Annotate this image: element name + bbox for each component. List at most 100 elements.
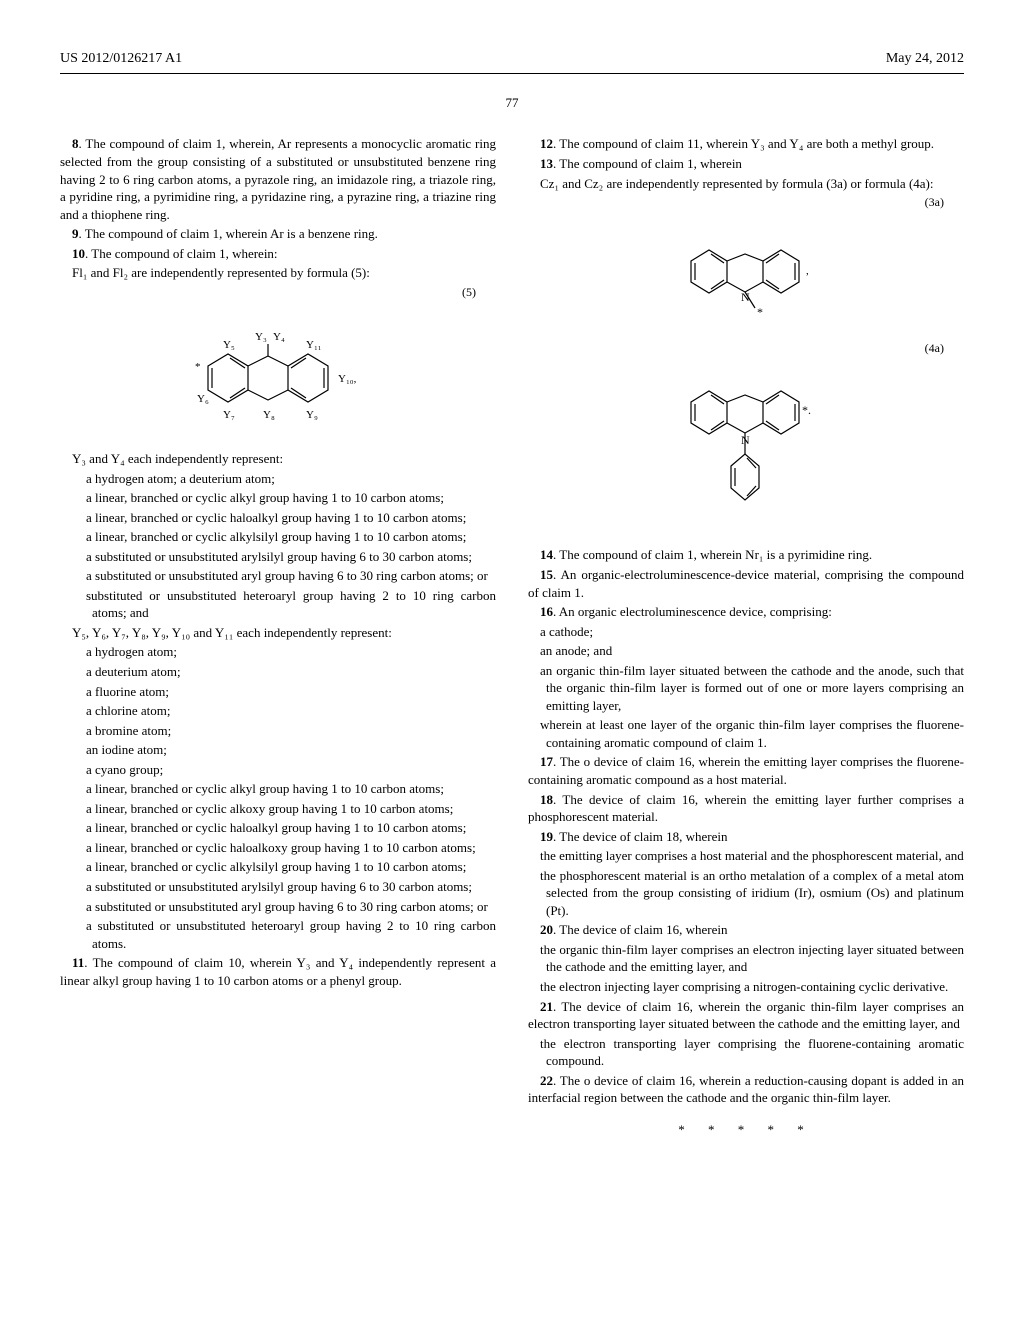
claim-9: 9. The compound of claim 1, wherein Ar i… [60,225,496,243]
svg-text:Y₅: Y₅ [223,339,235,351]
svg-text:Y₄: Y₄ [273,331,285,343]
claim-16: 16. An organic electroluminescence devic… [528,603,964,621]
list-item: a cathode; [528,623,964,641]
list-item: a substituted or unsubstituted aryl grou… [60,567,496,585]
claim-num: 16 [540,604,553,619]
list-item: a linear, branched or cyclic haloalkyl g… [60,819,496,837]
claim-num: 17 [540,754,553,769]
claim-text: . The device of claim 18, wherein [553,829,727,844]
list-item: a linear, branched or cyclic alkyl group… [60,780,496,798]
list-item: the phosphorescent material is an ortho … [528,867,964,920]
claim-14: 14. The compound of claim 1, wherein Nr₁… [528,546,964,564]
claim-text: . The compound of claim 1, wherein Nr₁ i… [553,547,872,562]
claim-text: . The compound of claim 1, wherein: [85,246,278,261]
list-item: a substituted or unsubstituted heteroary… [60,917,496,952]
claim-num: 13 [540,156,553,171]
claim-text: . The compound of claim 10, wherein Y₃ a… [60,955,496,988]
svg-text:Y₁₀,: Y₁₀, [338,373,357,385]
claim-13-line: Cz₁ and Cz₂ are independently represente… [528,175,964,193]
list-item: a linear, branched or cyclic alkylsilyl … [60,858,496,876]
claim-17: 17. The o device of claim 16, wherein th… [528,753,964,788]
svg-text:,: , [806,265,809,277]
header-rule [60,73,964,74]
list-item: a substituted or unsubstituted arylsilyl… [60,878,496,896]
list-item: a hydrogen atom; [60,643,496,661]
list-item: an iodine atom; [60,741,496,759]
formula3a-figure: N * , [528,216,964,326]
claim-10-line: Fl₁ and Fl₂ are independently represente… [60,264,496,282]
claim-text: . The device of claim 16, wherein the em… [528,792,964,825]
claim-text: . An organic electroluminescence device,… [553,604,832,619]
svg-text:Y₃: Y₃ [255,331,267,343]
claim-15: 15. An organic-electroluminescence-devic… [528,566,964,601]
formula4a-figure: N *. [528,362,964,532]
claim-num: 12 [540,136,553,151]
list-item: a chlorine atom; [60,702,496,720]
claim-text: . The device of claim 16, wherein [553,922,727,937]
svg-text:Y₁₁: Y₁₁ [306,339,322,351]
claim-12: 12. The compound of claim 11, wherein Y₃… [528,135,964,153]
claim-num: 21 [540,999,553,1014]
end-stars: * * * * * [528,1121,964,1139]
list-item: a fluorine atom; [60,683,496,701]
svg-text:Y₇: Y₇ [223,409,235,421]
claim-10: 10. The compound of claim 1, wherein: [60,245,496,263]
list-item: a linear, branched or cyclic haloalkyl g… [60,509,496,527]
claim-text: . The device of claim 16, wherein the or… [528,999,964,1032]
pub-date: May 24, 2012 [886,50,964,69]
list-item: a hydrogen atom; a deuterium atom; [60,470,496,488]
list-item: substituted or unsubstituted heteroaryl … [60,587,496,622]
page-number: 77 [60,94,964,112]
claim-18: 18. The device of claim 16, wherein the … [528,791,964,826]
claim-num: 10 [72,246,85,261]
formula4a-label: (4a) [528,340,964,356]
claim-8: 8. The compound of claim 1, wherein, Ar … [60,135,496,223]
claim-num: 14 [540,547,553,562]
svg-text:N: N [741,290,750,304]
svg-text:N: N [741,433,750,447]
list-item: a linear, branched or cyclic alkoxy grou… [60,800,496,818]
svg-text:*: * [757,305,763,319]
pub-number: US 2012/0126217 A1 [60,50,182,69]
list-item: a substituted or unsubstituted arylsilyl… [60,548,496,566]
svg-text:*: * [195,361,201,373]
list-item: a bromine atom; [60,722,496,740]
claim-num: 11 [72,955,84,970]
claim-num: 18 [540,792,553,807]
claim-text: . The compound of claim 1, wherein, Ar r… [60,136,496,221]
claim-13: 13. The compound of claim 1, wherein [528,155,964,173]
claim-19: 19. The device of claim 18, wherein [528,828,964,846]
list-item: the emitting layer comprises a host mate… [528,847,964,865]
list-item: the electron injecting layer comprising … [528,978,964,996]
svg-text:Y₈: Y₈ [263,409,275,421]
claim-20: 20. The device of claim 16, wherein [528,921,964,939]
two-column-body: 8. The compound of claim 1, wherein, Ar … [60,135,964,1138]
y5-intro: Y₅, Y₆, Y₇, Y₈, Y₉, Y₁₀ and Y₁₁ each ind… [60,624,496,642]
formula3a-label: (3a) [528,194,964,210]
claim-text: . The compound of claim 11, wherein Y₃ a… [553,136,934,151]
list-item: wherein at least one layer of the organi… [528,716,964,751]
list-item: a linear, branched or cyclic alkyl group… [60,489,496,507]
claim-text: . An organic-electroluminescence-device … [528,567,964,600]
list-item: a linear, branched or cyclic alkylsilyl … [60,528,496,546]
svg-text:Y₉: Y₉ [306,409,318,421]
list-item: a deuterium atom; [60,663,496,681]
left-column: 8. The compound of claim 1, wherein, Ar … [60,135,496,1138]
formula5-label: (5) [60,284,496,300]
claim-num: 20 [540,922,553,937]
claim-text: . The compound of claim 1, wherein [553,156,742,171]
claim-21: 21. The device of claim 16, wherein the … [528,998,964,1033]
list-item: the organic thin-film layer comprises an… [528,941,964,976]
claim-22: 22. The o device of claim 16, wherein a … [528,1072,964,1107]
page-header: US 2012/0126217 A1 May 24, 2012 [60,50,964,69]
claim-text: . The compound of claim 1, wherein Ar is… [79,226,378,241]
claim-num: 15 [540,567,553,582]
y34-intro: Y₃ and Y₄ each independently represent: [60,450,496,468]
list-item: an anode; and [528,642,964,660]
list-item: a linear, branched or cyclic haloalkoxy … [60,839,496,857]
right-column: 12. The compound of claim 11, wherein Y₃… [528,135,964,1138]
list-item: an organic thin-film layer situated betw… [528,662,964,715]
claim-text: . The o device of claim 16, wherein the … [528,754,964,787]
formula5-figure: Y₃ Y₄ Y₅ Y₁₁ * Y₁₀, Y₆ Y₇ Y₈ Y₉ [60,306,496,436]
claim-11: 11. The compound of claim 10, wherein Y₃… [60,954,496,989]
